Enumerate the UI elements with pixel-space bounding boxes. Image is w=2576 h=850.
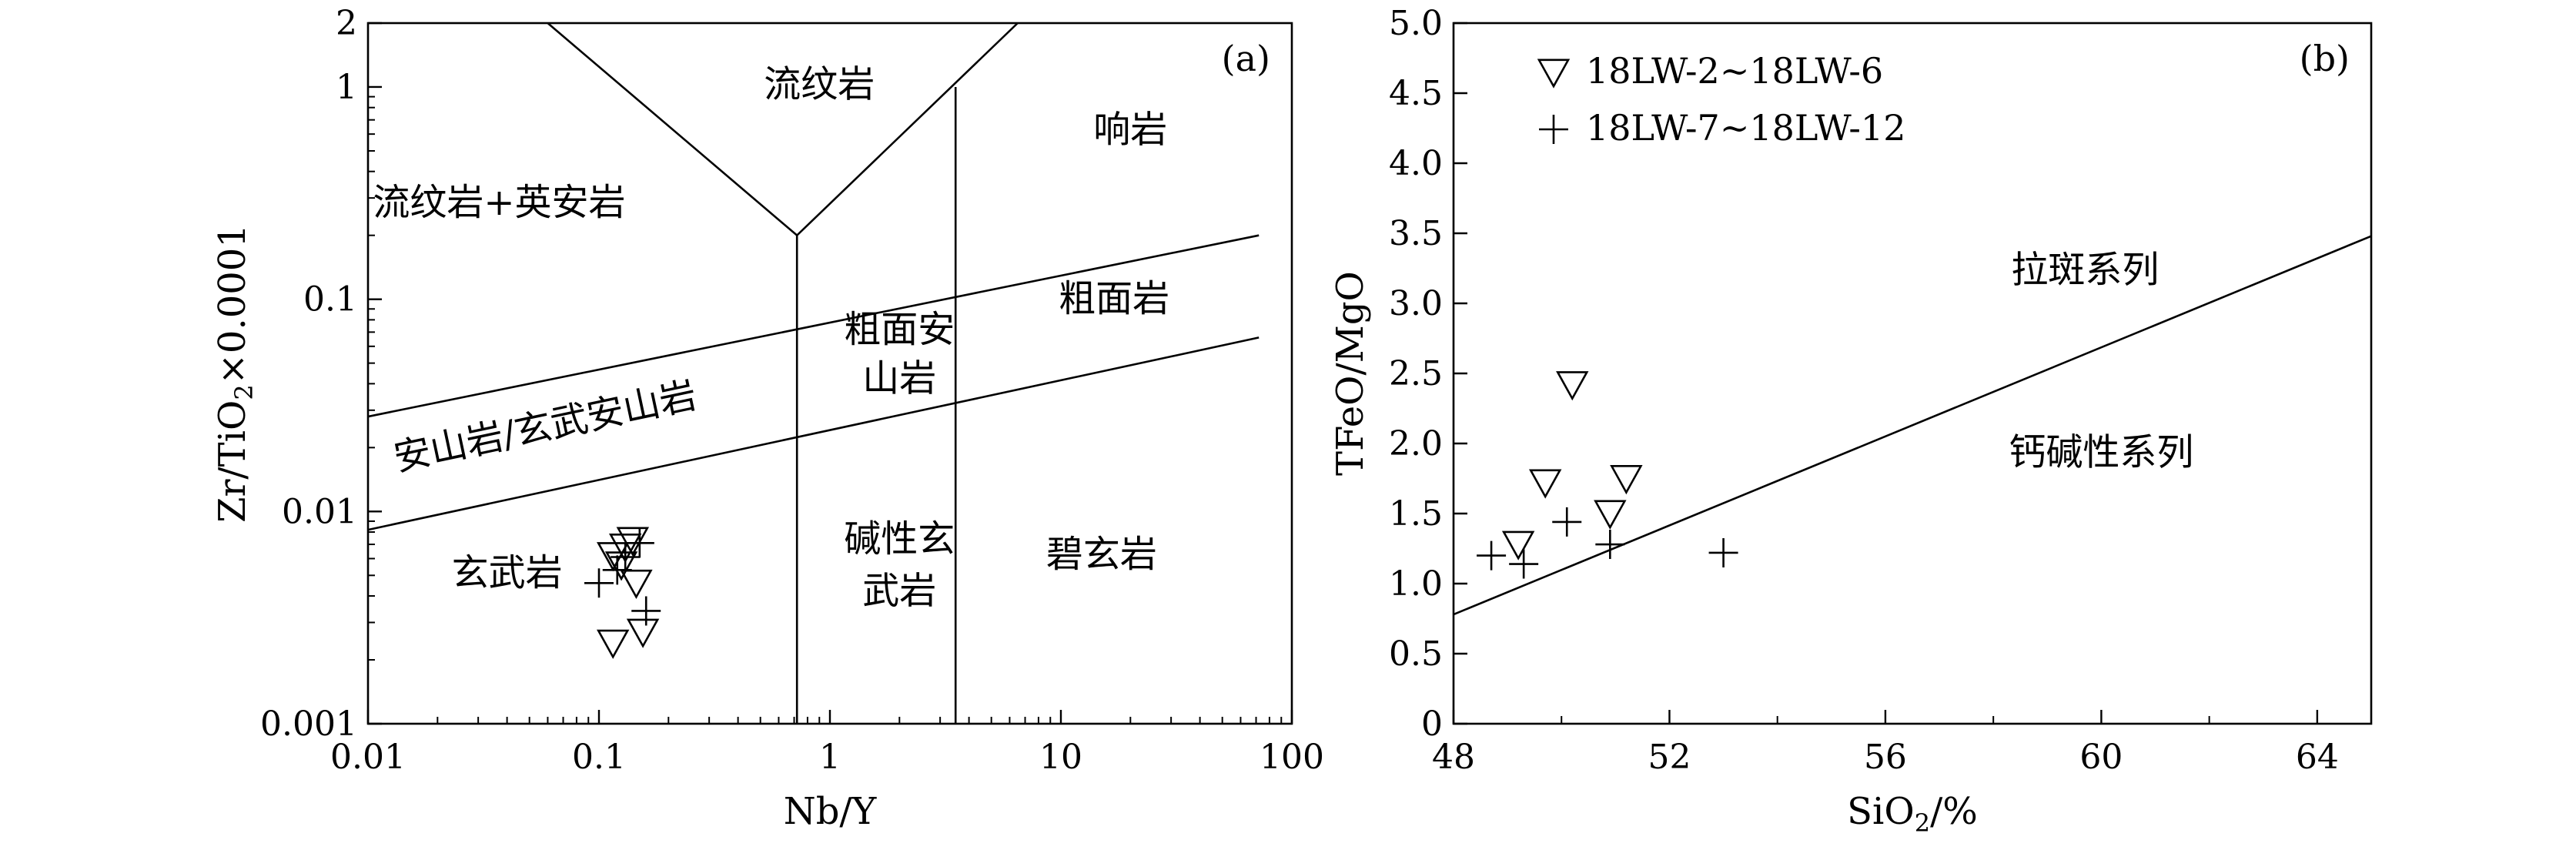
field-label-a: 碱性玄 <box>844 517 955 561</box>
y-tick-label-b: 1.5 <box>1389 494 1443 534</box>
triangle-point-b <box>1556 371 1589 401</box>
x-tick-label-b: 52 <box>1648 738 1691 777</box>
y-tick-label-b: 0 <box>1421 704 1443 744</box>
y-tick-label-b: 2.0 <box>1389 424 1443 463</box>
field-label-a: 流纹岩+英安岩 <box>373 181 625 224</box>
plus-point-b <box>1477 540 1507 571</box>
field-label-a: 安山岩/玄武安山岩 <box>390 373 701 480</box>
x-tick-label-b: 60 <box>2079 738 2123 777</box>
legend-label-b: 18LW-2~18LW-6 <box>1586 50 1883 92</box>
x-tick-label-a: 100 <box>1260 738 1324 777</box>
field-label-a: 响岩 <box>1093 109 1167 152</box>
plus-point-b <box>1708 537 1738 567</box>
plus-point-a <box>584 568 614 598</box>
panel-label-a: (a) <box>1222 38 1270 79</box>
y-tick-label-b: 3.0 <box>1389 284 1443 323</box>
triangle-point-a <box>608 534 642 564</box>
y-axis-label-b: TFeO/MgO <box>1329 271 1372 476</box>
field-label-a: 粗面安 <box>844 308 955 351</box>
field-boundary-a <box>367 234 1260 418</box>
field-label-a: 武岩 <box>862 569 936 612</box>
triangle-point-b <box>1594 500 1627 530</box>
legend-marker-b <box>1539 115 1568 144</box>
x-axis-label-b: SiO2/% <box>1847 790 1978 838</box>
x-tick-label-a: 1 <box>819 738 841 777</box>
triangle-point-a <box>620 569 653 600</box>
x-tick-label-b: 64 <box>2296 738 2339 777</box>
y-tick-label-b: 0.5 <box>1389 634 1443 674</box>
field-label-a: 山岩 <box>862 357 936 400</box>
x-tick-label-b: 48 <box>1432 738 1475 777</box>
x-tick-label-a: 10 <box>1039 738 1082 777</box>
plus-point-b <box>1509 549 1539 579</box>
y-tick-label-a: 1 <box>336 68 357 107</box>
plus-point-b <box>1552 507 1582 537</box>
y-tick-label-a: 0.01 <box>282 492 357 531</box>
y-tick-label-b: 1.0 <box>1389 564 1443 604</box>
field-label-a: 粗面岩 <box>1059 277 1169 320</box>
plus-point-a <box>631 596 661 626</box>
y-tick-label-b: 5.0 <box>1389 4 1443 43</box>
y-tick-label-a: 2 <box>336 4 357 43</box>
field-label-a: 碧玄岩 <box>1046 533 1157 576</box>
plus-point-a <box>624 528 654 558</box>
x-tick-label-a: 0.01 <box>330 738 406 777</box>
triangle-point-a <box>604 551 638 581</box>
x-tick-label-a: 0.1 <box>572 738 626 777</box>
y-tick-label-b: 2.5 <box>1389 354 1443 393</box>
field-label-b: 钙碱性系列 <box>2009 430 2193 474</box>
plus-point-b <box>1595 530 1625 560</box>
series-boundary-b <box>1453 235 2372 616</box>
panel-label-b: (b) <box>2300 38 2350 79</box>
plus-point-a <box>611 542 641 572</box>
y-tick-label-a: 0.1 <box>303 280 357 320</box>
y-tick-label-b: 3.5 <box>1389 214 1443 253</box>
field-label-a: 流纹岩 <box>764 63 875 106</box>
field-label-b: 拉斑系列 <box>2011 249 2159 292</box>
field-boundary-a <box>367 336 1260 531</box>
y-axis-label-a: Zr/TiO2×0.0001 <box>211 224 259 523</box>
triangle-point-b <box>1610 465 1643 495</box>
y-tick-label-a: 0.001 <box>260 704 357 744</box>
triangle-point-b <box>1501 530 1535 561</box>
x-tick-label-b: 56 <box>1864 738 1907 777</box>
triangle-point-a <box>626 618 660 648</box>
y-tick-label-b: 4.0 <box>1389 144 1443 183</box>
legend-label-b: 18LW-7~18LW-12 <box>1586 107 1905 149</box>
triangle-point-b <box>1528 469 1562 499</box>
plus-point-a <box>602 555 632 585</box>
y-tick-label-b: 4.5 <box>1389 74 1443 113</box>
field-label-a: 玄武岩 <box>452 551 563 594</box>
legend-marker-b <box>1537 59 1571 89</box>
x-axis-label-a: Nb/Y <box>784 790 878 833</box>
triangle-point-a <box>596 629 630 659</box>
